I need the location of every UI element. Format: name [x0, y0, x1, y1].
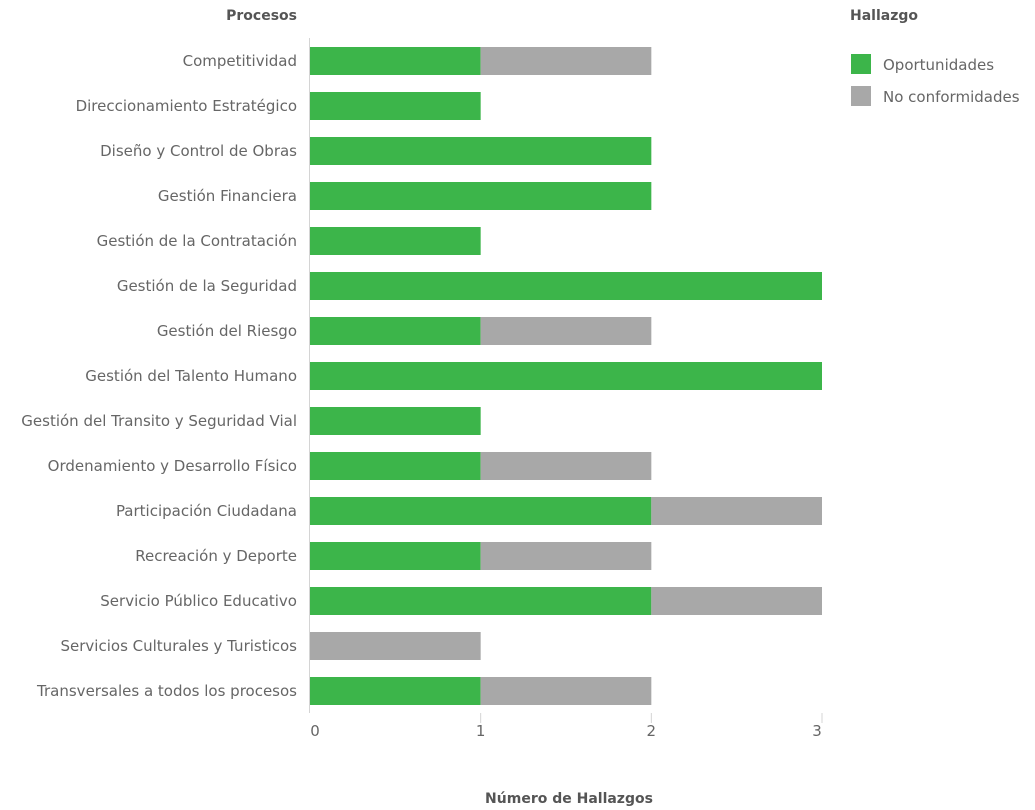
bar-oportunidades-ordenamiento-y-desarrollo-fisico [310, 452, 481, 480]
x-tick-label-3: 3 [812, 722, 822, 740]
bar-oportunidades-participacion-ciudadana [310, 497, 652, 525]
category-label-recreacion-y-deporte: Recreación y Deporte [135, 547, 297, 565]
bar-oportunidades-direccionamiento-estrategico [310, 92, 481, 120]
bar-oportunidades-servicio-publico-educativo [310, 587, 652, 615]
category-label-gestion-del-riesgo: Gestión del Riesgo [157, 322, 297, 340]
category-label-ordenamiento-y-desarrollo-fisico: Ordenamiento y Desarrollo Físico [48, 457, 297, 475]
bar-no-conformidades-gestion-del-riesgo [480, 317, 652, 345]
bar-no-conformidades-servicios-culturales-y-turisticos [310, 632, 481, 660]
category-label-participacion-ciudadana: Participación Ciudadana [116, 502, 297, 520]
legend-swatch-oportunidades [851, 54, 871, 74]
x-tick-label-2: 2 [647, 722, 657, 740]
category-label-servicios-culturales-y-turisticos: Servicios Culturales y Turisticos [61, 637, 298, 655]
category-label-gestion-del-transito-y-seguridad-vial: Gestión del Transito y Seguridad Vial [21, 412, 297, 430]
bar-oportunidades-gestion-del-transito-y-seguridad-vial [310, 407, 481, 435]
x-tick-label-1: 1 [476, 722, 486, 740]
bar-no-conformidades-ordenamiento-y-desarrollo-fisico [480, 452, 652, 480]
legend-label-oportunidades: Oportunidades [883, 56, 994, 74]
bars-layer [310, 47, 822, 705]
bar-no-conformidades-participacion-ciudadana [651, 497, 822, 525]
bar-oportunidades-gestion-del-talento-humano [310, 362, 822, 390]
bar-oportunidades-diseno-y-control-de-obras [310, 137, 652, 165]
category-label-diseno-y-control-de-obras: Diseño y Control de Obras [100, 142, 297, 160]
bar-no-conformidades-recreacion-y-deporte [480, 542, 652, 570]
x-axis-title: Número de Hallazgos [485, 791, 653, 807]
category-label-competitividad: Competitividad [183, 52, 297, 70]
y-axis-title: Procesos [226, 8, 297, 24]
bar-oportunidades-gestion-de-la-seguridad [310, 272, 822, 300]
bar-oportunidades-gestion-financiera [310, 182, 652, 210]
bar-oportunidades-competitividad [310, 47, 481, 75]
bar-oportunidades-recreacion-y-deporte [310, 542, 481, 570]
bar-no-conformidades-transversales-a-todos-los-procesos [480, 677, 652, 705]
legend-title: Hallazgo [850, 8, 918, 24]
category-label-gestion-de-la-seguridad: Gestión de la Seguridad [117, 277, 297, 295]
x-axis-ticks: 0 1 2 3 [310, 713, 823, 740]
bar-oportunidades-gestion-del-riesgo [310, 317, 481, 345]
category-labels: Competitividad Direccionamiento Estratégi… [21, 52, 297, 700]
category-label-transversales-a-todos-los-procesos: Transversales a todos los procesos [36, 682, 297, 700]
legend-label-no-conformidades: No conformidades [883, 88, 1020, 106]
legend: Oportunidades No conformidades [851, 54, 1020, 106]
bar-oportunidades-gestion-de-la-contratacion [310, 227, 481, 255]
category-label-servicio-publico-educativo: Servicio Público Educativo [100, 592, 297, 610]
category-label-gestion-del-talento-humano: Gestión del Talento Humano [85, 367, 297, 385]
bar-oportunidades-transversales-a-todos-los-procesos [310, 677, 481, 705]
category-label-gestion-de-la-contratacion: Gestión de la Contratación [97, 232, 297, 250]
legend-swatch-no-conformidades [851, 86, 871, 106]
category-label-direccionamiento-estrategico: Direccionamiento Estratégico [76, 97, 297, 115]
bar-no-conformidades-competitividad [480, 47, 652, 75]
bar-no-conformidades-servicio-publico-educativo [651, 587, 822, 615]
x-tick-label-0: 0 [310, 722, 320, 740]
category-label-gestion-financiera: Gestión Financiera [158, 187, 297, 205]
